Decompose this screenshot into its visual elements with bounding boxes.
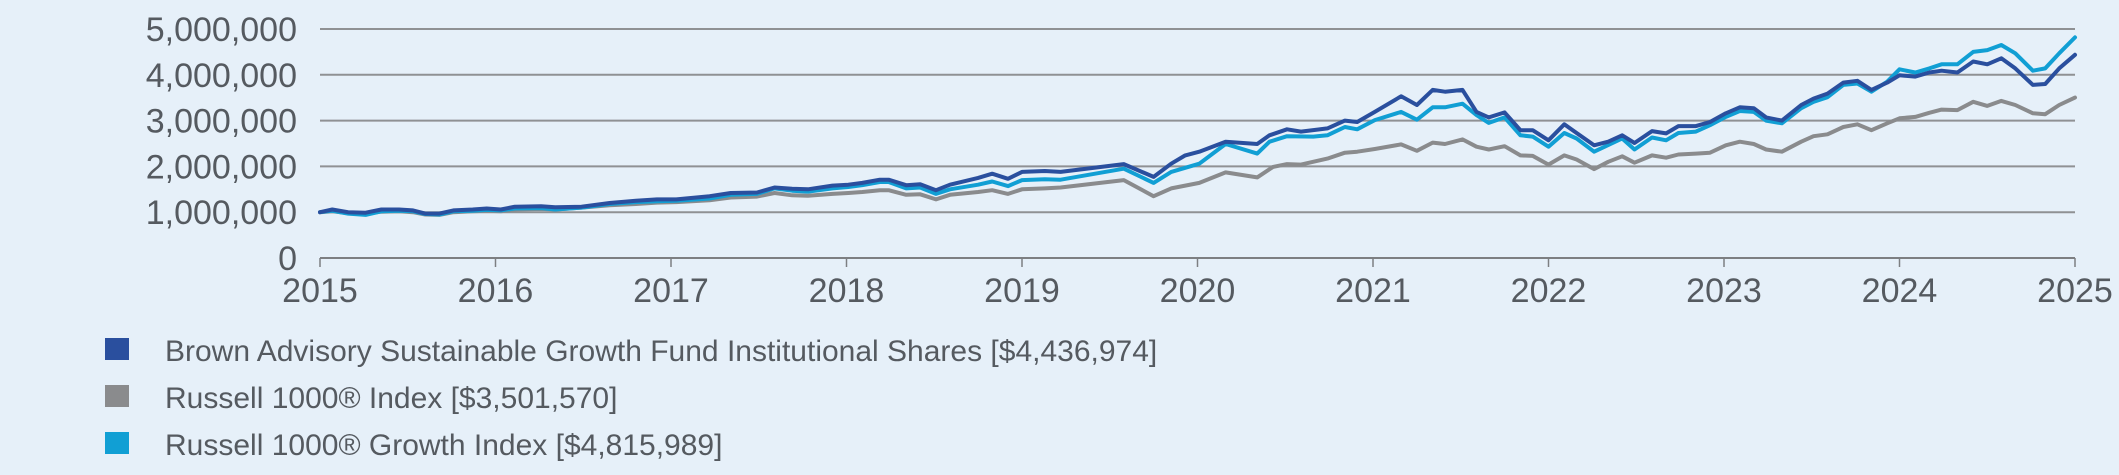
y-tick-label: 3,000,000 <box>146 103 297 141</box>
y-tick-label: 5,000,000 <box>146 11 297 49</box>
x-tick-label: 2023 <box>1686 272 1762 310</box>
x-tick-label: 2020 <box>1160 272 1236 310</box>
legend-label-2: Russell 1000® Growth Index [$4,815,989] <box>165 429 722 462</box>
series-lines <box>318 35 2077 217</box>
y-tick-label: 2,000,000 <box>146 148 297 186</box>
x-tick-label: 2015 <box>282 272 358 310</box>
x-tick-label: 2019 <box>984 272 1060 310</box>
series-line-2 <box>318 35 2077 217</box>
gridlines <box>320 28 2075 259</box>
series-line-0 <box>318 52 2077 216</box>
y-tick-label: 0 <box>278 240 297 278</box>
x-tick-label: 2025 <box>2037 272 2113 310</box>
legend-swatch-0 <box>105 338 129 360</box>
legend-label-0: Brown Advisory Sustainable Growth Fund I… <box>165 335 1157 368</box>
series-line-1 <box>318 95 2077 217</box>
legend-label-1: Russell 1000® Index [$3,501,570] <box>165 382 617 415</box>
legend-swatch-1 <box>105 385 129 407</box>
x-tick-label: 2022 <box>1511 272 1587 310</box>
y-tick-label: 1,000,000 <box>146 194 297 232</box>
x-tick-label: 2018 <box>809 272 885 310</box>
x-tick-label: 2017 <box>633 272 709 310</box>
y-tick-label: 4,000,000 <box>146 57 297 95</box>
legend: Brown Advisory Sustainable Growth Fund I… <box>105 335 1157 462</box>
x-tick-label: 2024 <box>1862 272 1938 310</box>
x-axis: 2015 2016 2017 2018 2019 2020 2021 2022 2023 2024… <box>282 258 2113 310</box>
y-axis-ticks: 0 1,000,000 2,000,000 3,000,000 4,000,000 5,0… <box>146 11 297 278</box>
x-tick-label: 2016 <box>458 272 534 310</box>
legend-swatch-2 <box>105 432 129 454</box>
x-tick-label: 2021 <box>1335 272 1411 310</box>
